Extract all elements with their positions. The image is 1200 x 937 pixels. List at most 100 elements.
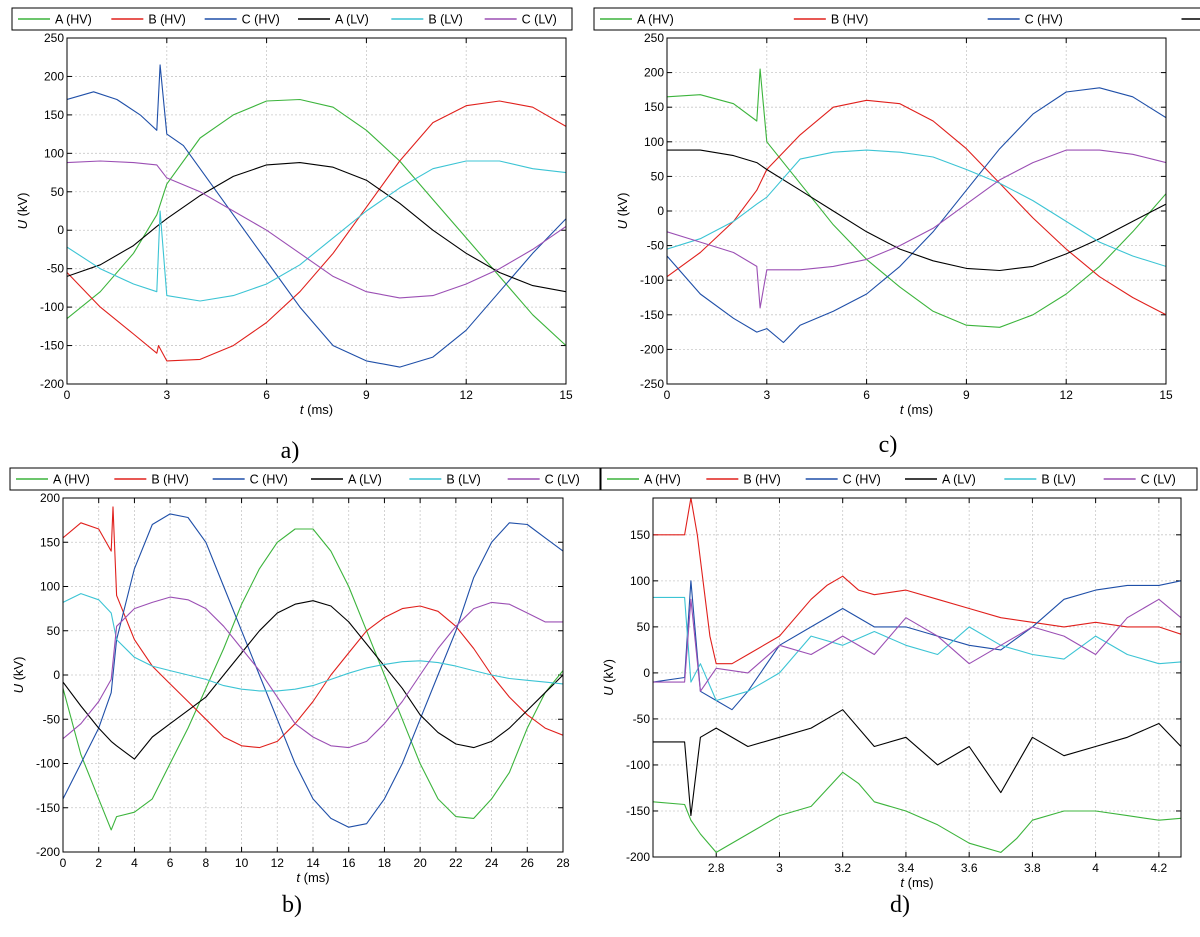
series-a-hv-line bbox=[63, 528, 563, 831]
x-tick-label: 12 bbox=[460, 388, 474, 402]
y-tick-label: 150 bbox=[644, 100, 664, 114]
x-tick-label: 20 bbox=[413, 856, 427, 870]
series-c-hv-line bbox=[653, 580, 1181, 711]
x-tick-label: 9 bbox=[363, 388, 370, 402]
y-tick-label: 150 bbox=[44, 108, 64, 122]
y-axis-label-symbol: U bbox=[15, 219, 30, 229]
x-tick-label: 0 bbox=[64, 388, 71, 402]
x-axis-label-symbol: t bbox=[300, 402, 305, 417]
y-tick-label: 100 bbox=[44, 146, 64, 160]
y-tick-label: 200 bbox=[40, 491, 60, 505]
series-b-lv-line bbox=[67, 160, 566, 302]
x-tick-label: 2 bbox=[95, 856, 102, 870]
series-a-hv-line bbox=[67, 98, 566, 347]
x-tick-label: 0 bbox=[60, 856, 67, 870]
x-tick-label: 6 bbox=[167, 856, 174, 870]
x-tick-label: 4.2 bbox=[1151, 861, 1168, 875]
x-tick-label: 4 bbox=[1092, 861, 1099, 875]
x-tick-label: 12 bbox=[1060, 388, 1074, 402]
legend-label: A (HV) bbox=[637, 13, 674, 27]
y-axis-label-symbol: U bbox=[615, 219, 630, 229]
legend-label: A (HV) bbox=[55, 13, 92, 27]
y-axis-label-unit: (kV) bbox=[615, 193, 630, 220]
y-tick-label: -150 bbox=[40, 339, 64, 353]
plot-frame bbox=[66, 37, 567, 385]
x-tick-label: 14 bbox=[306, 856, 320, 870]
y-tick-label: 200 bbox=[644, 66, 664, 80]
x-tick-label: 15 bbox=[1159, 388, 1173, 402]
x-tick-label: 3.2 bbox=[834, 861, 851, 875]
series-b-lv-line bbox=[63, 593, 563, 692]
x-axis-label-symbol: t bbox=[296, 870, 301, 885]
y-axis-label-symbol: U bbox=[601, 686, 616, 696]
x-axis-label: t (ms) bbox=[900, 875, 933, 890]
y-tick-label: -100 bbox=[36, 757, 60, 771]
x-axis-label-symbol: t bbox=[900, 402, 905, 417]
x-tick-label: 12 bbox=[271, 856, 285, 870]
x-tick-label: 16 bbox=[342, 856, 356, 870]
series-b-hv-line bbox=[653, 498, 1181, 665]
y-tick-label: 200 bbox=[44, 69, 64, 83]
plot-area bbox=[66, 37, 567, 385]
y-tick-label: -50 bbox=[43, 712, 61, 726]
legend-label: B (HV) bbox=[831, 13, 869, 27]
y-tick-label: 50 bbox=[51, 185, 65, 199]
x-tick-label: 24 bbox=[485, 856, 499, 870]
panel-caption: c) bbox=[879, 432, 898, 458]
x-tick-label: 28 bbox=[556, 856, 570, 870]
series-c-hv-line bbox=[67, 64, 566, 368]
y-axis-label: U (kV) bbox=[11, 657, 26, 694]
y-tick-label: 150 bbox=[40, 535, 60, 549]
y-axis-label: U (kV) bbox=[615, 193, 630, 230]
y-tick-label: -50 bbox=[647, 239, 665, 253]
x-axis-label-unit: (ms) bbox=[904, 875, 934, 890]
y-tick-label: 0 bbox=[57, 223, 64, 237]
x-tick-label: 26 bbox=[521, 856, 535, 870]
series-b-lv-line bbox=[667, 149, 1166, 267]
legend-label: B (LV) bbox=[428, 13, 463, 27]
x-axis-label-unit: (ms) bbox=[300, 870, 330, 885]
series-a-hv-line bbox=[653, 771, 1181, 853]
legend-label: C (LV) bbox=[522, 13, 557, 27]
x-tick-label: 10 bbox=[235, 856, 249, 870]
legend-label: B (HV) bbox=[151, 473, 189, 487]
plot-frame bbox=[666, 37, 1167, 385]
legend-label: B (LV) bbox=[446, 473, 481, 487]
x-tick-label: 3.8 bbox=[1024, 861, 1041, 875]
x-tick-label: 3.6 bbox=[961, 861, 978, 875]
x-tick-label: 0 bbox=[664, 388, 671, 402]
legend-label: C (HV) bbox=[250, 473, 288, 487]
legend-label: A (HV) bbox=[53, 473, 90, 487]
plot-frame bbox=[62, 497, 564, 853]
y-tick-label: -200 bbox=[626, 850, 650, 864]
x-tick-label: 8 bbox=[203, 856, 210, 870]
plot-area bbox=[652, 497, 1182, 858]
series-c-lv-line bbox=[653, 598, 1181, 692]
y-tick-label: 50 bbox=[651, 169, 665, 183]
series-c-hv-line bbox=[667, 87, 1166, 344]
legend-label: B (LV) bbox=[1041, 473, 1076, 487]
x-tick-label: 22 bbox=[449, 856, 463, 870]
legend-label: C (HV) bbox=[242, 13, 280, 27]
legend-box bbox=[600, 467, 1198, 491]
y-tick-label: 0 bbox=[643, 666, 650, 680]
series-b-hv-line bbox=[67, 100, 566, 362]
legend-label: A (LV) bbox=[348, 473, 382, 487]
x-axis-label-symbol: t bbox=[900, 875, 905, 890]
chart-d: 2.8 3 3.2 3.4 3.6 3.8 4 4.2 -200 -150 -100 -50 0 50 10… bbox=[600, 467, 1198, 918]
x-tick-label: 4 bbox=[131, 856, 138, 870]
y-tick-label: 50 bbox=[47, 624, 61, 638]
y-tick-label: -150 bbox=[36, 801, 60, 815]
y-axis-label-symbol: U bbox=[11, 683, 26, 693]
y-axis-label-unit: (kV) bbox=[15, 193, 30, 220]
x-tick-label: 2.8 bbox=[708, 861, 725, 875]
y-axis-label: U (kV) bbox=[601, 659, 616, 696]
series-c-hv-line bbox=[63, 513, 563, 828]
x-axis-label: t (ms) bbox=[296, 870, 329, 885]
y-tick-label: -100 bbox=[40, 300, 64, 314]
legend-box bbox=[11, 7, 573, 31]
series-b-hv-line bbox=[667, 99, 1166, 316]
panel-caption: a) bbox=[281, 438, 300, 464]
y-tick-label: -50 bbox=[47, 262, 65, 276]
